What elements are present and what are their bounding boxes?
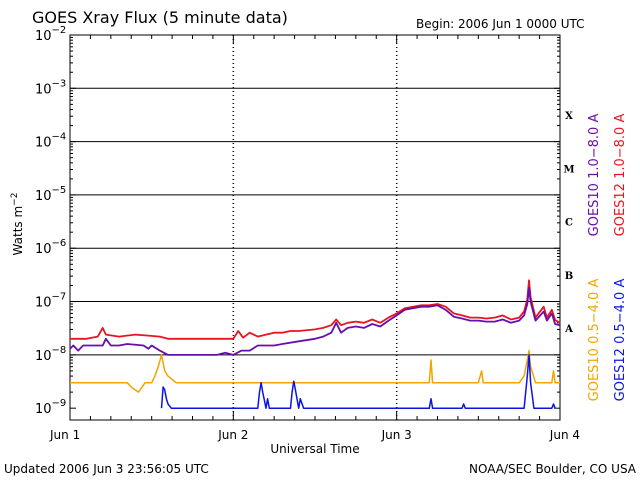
y-axis-label: Watts m−2 (10, 193, 25, 256)
x-tick-label: Jun 2 (217, 428, 248, 442)
flare-class-label: X (565, 111, 573, 122)
y-tick-label: 10−8 (35, 345, 66, 364)
y-tick-label: 10−6 (35, 238, 66, 257)
flare-class-label: A (564, 324, 573, 335)
svg-text:Watts m−2: Watts m−2 (10, 193, 25, 256)
updated-label: Updated 2006 Jun 3 23:56:05 UTC (4, 462, 209, 476)
series-line (70, 279, 561, 340)
legend-label: GOES10 0.5−4.0 A (587, 279, 602, 402)
legend-label: GOES12 0.5−4.0 A (613, 279, 628, 402)
begin-label: Begin: 2006 Jun 1 0000 UTC (416, 17, 585, 31)
x-tick-label: Jun 4 (549, 428, 580, 442)
y-tick-label: 10−7 (35, 292, 66, 311)
plot-area (69, 34, 561, 421)
y-tick-label: 10−5 (35, 185, 66, 204)
y-tick-label: 10−3 (35, 78, 66, 97)
flare-class-label: B (565, 271, 573, 282)
y-tick-label: 10−4 (35, 132, 66, 151)
series-line (69, 287, 561, 356)
flare-class-label: C (565, 218, 573, 229)
x-tick-label: Jun 3 (381, 428, 412, 442)
flare-class-label: M (563, 164, 574, 175)
legend-label: GOES10 1.0−8.0 A (587, 114, 602, 237)
y-tick-label: 10−2 (35, 25, 66, 44)
legend-label: GOES12 1.0−8.0 A (613, 114, 628, 237)
series-line (160, 354, 556, 409)
y-tick-label: 10−9 (35, 398, 66, 417)
x-axis-label: Universal Time (270, 442, 359, 456)
x-tick-label: Jun 1 (49, 428, 80, 442)
credit-label: NOAA/SEC Boulder, CO USA (469, 462, 637, 476)
chart-title: GOES Xray Flux (5 minute data) (32, 8, 288, 27)
